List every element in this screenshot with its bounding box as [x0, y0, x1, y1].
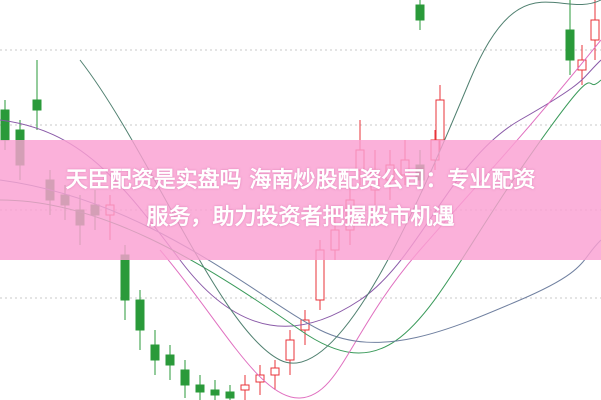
candle-body — [0, 109, 10, 141]
candle-body — [225, 391, 235, 399]
candle-body — [180, 369, 190, 386]
candle-body — [577, 59, 587, 71]
candle-body — [150, 344, 160, 361]
candle-body — [435, 99, 445, 141]
title-banner — [0, 140, 601, 260]
candle-body — [565, 29, 575, 61]
candle-body — [270, 367, 280, 376]
candle-body — [135, 299, 145, 331]
article-title: 天臣配资是实盘吗 海南炒股配资公司：专业配资 服务，助力投资者把握股市机遇 — [0, 162, 601, 236]
title-line-1: 天臣配资是实盘吗 海南炒股配资公司：专业配资 — [65, 168, 536, 193]
candle-body — [240, 384, 250, 391]
candle-body — [285, 339, 295, 361]
title-line-2: 服务，助力投资者把握股市机遇 — [146, 205, 455, 230]
candle-body — [165, 354, 175, 366]
candle-body — [255, 374, 265, 383]
candle-body — [32, 99, 42, 111]
candle-body — [415, 4, 425, 21]
candle-body — [120, 254, 130, 301]
candle-body — [195, 384, 205, 393]
candle-body — [210, 389, 220, 396]
candle-body — [590, 19, 600, 41]
